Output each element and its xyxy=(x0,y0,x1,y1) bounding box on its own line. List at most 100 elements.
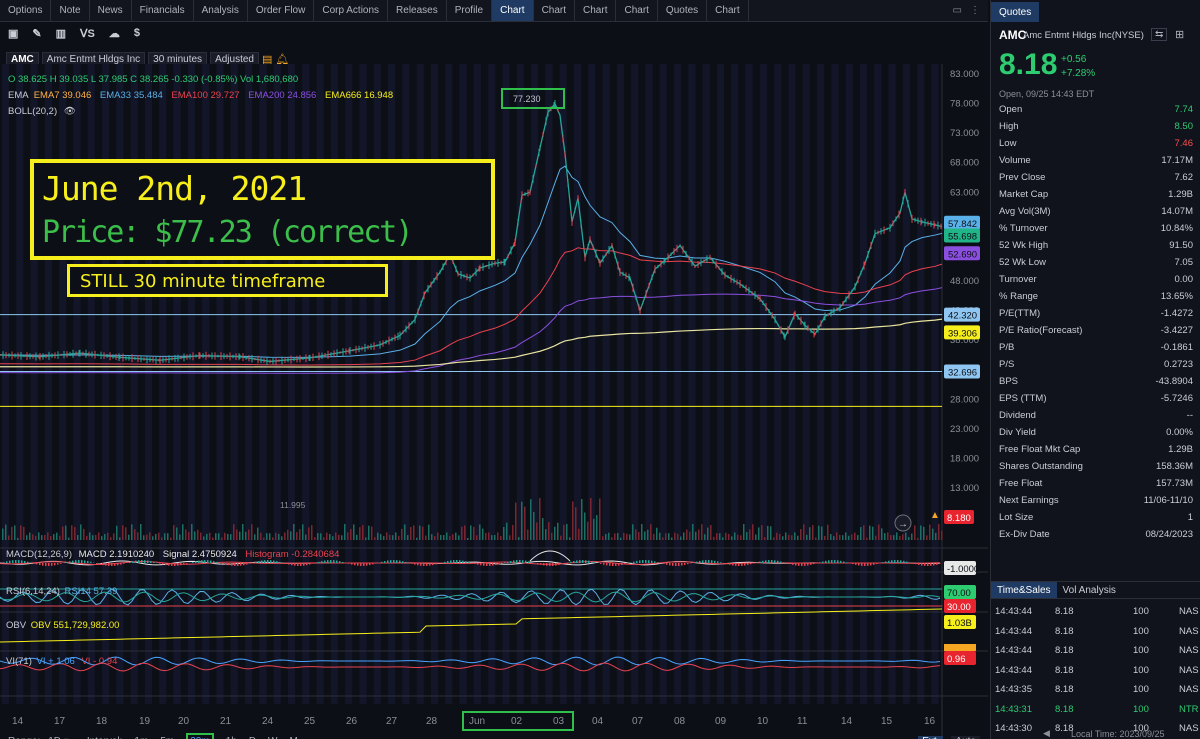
window-controls: ▭ ⋮ xyxy=(945,0,988,21)
macd-hist-bar xyxy=(894,560,896,563)
macd-hist-bar xyxy=(6,561,8,563)
quote-change-pct: +7.28% xyxy=(1061,68,1096,79)
volume-bar xyxy=(812,525,814,540)
tab-chart-14[interactable]: Chart xyxy=(707,0,749,21)
macd-hist-bar xyxy=(390,560,392,563)
volume-bar xyxy=(539,498,541,540)
macd-hist-bar xyxy=(468,562,470,563)
macd-hist-bar xyxy=(558,563,560,566)
ts-tab-1[interactable]: Vol Analysis xyxy=(1062,584,1116,596)
x-tick-label: 07 xyxy=(632,716,644,727)
tab-chart-12[interactable]: Chart xyxy=(616,0,658,21)
interval-1m[interactable]: 1m xyxy=(134,736,148,739)
tab-chart-11[interactable]: Chart xyxy=(575,0,617,21)
interval-w[interactable]: W xyxy=(268,736,277,739)
volume-bar xyxy=(491,535,493,540)
interval-d[interactable]: D xyxy=(249,736,256,739)
volume-bar xyxy=(713,536,715,540)
macd-hist-bar xyxy=(225,563,227,565)
macd-hist-bar xyxy=(27,561,29,563)
scroll-right-icon[interactable] xyxy=(894,514,912,532)
dollar-icon[interactable]: $ xyxy=(133,27,141,39)
tab-note-1[interactable]: Note xyxy=(51,0,90,21)
macd-hist-bar xyxy=(21,560,23,563)
volume-bar xyxy=(386,532,388,540)
price-tag xyxy=(944,325,980,340)
quote-field-label: Ex-Div Date xyxy=(999,529,1050,540)
macd-hist-bar xyxy=(99,563,101,565)
macd-hist-bar xyxy=(843,561,845,563)
volume-bar xyxy=(410,527,412,540)
tab-analysis-4[interactable]: Analysis xyxy=(194,0,248,21)
scroll-left-icon[interactable]: ◀ xyxy=(1043,728,1050,738)
quotes-tab[interactable]: Quotes xyxy=(991,2,1040,22)
alert-bell-icon[interactable]: 🔔︎ xyxy=(275,53,290,66)
macd-hist-bar xyxy=(783,562,785,563)
volume-bar xyxy=(581,499,583,540)
tab-quotes-13[interactable]: Quotes xyxy=(658,0,708,21)
quote-field-label: % Range xyxy=(999,291,1039,302)
volume-bar xyxy=(170,537,172,540)
macd-hist-bar xyxy=(336,560,338,563)
tab-chart-9[interactable]: Chart xyxy=(492,0,534,21)
macd-hist-bar xyxy=(39,563,41,566)
chart-type-icon[interactable]: ▣ xyxy=(8,27,19,40)
volume-bar xyxy=(446,532,448,540)
interval-30m[interactable]: 30m xyxy=(186,732,214,739)
volume-bar xyxy=(95,534,97,540)
volume-bar xyxy=(800,529,802,540)
macd-hist-bar xyxy=(825,560,827,563)
macd-hist-bar xyxy=(600,563,602,564)
tab-news-2[interactable]: News xyxy=(90,0,132,21)
range-select[interactable]: 1D ▾ xyxy=(48,736,69,739)
volume-bar xyxy=(653,533,655,540)
volume-bar xyxy=(494,534,496,540)
volume-bar xyxy=(404,524,406,540)
vi-plus-tag xyxy=(944,644,976,651)
tab-options-0[interactable]: Options xyxy=(0,0,52,21)
tab-order-flow-5[interactable]: Order Flow xyxy=(248,0,315,21)
alert-icon[interactable]: ▲ xyxy=(930,510,940,521)
ts-cell: 100 xyxy=(1133,606,1149,617)
macd-hist-bar xyxy=(852,563,854,565)
grid-icon[interactable]: ⊞ xyxy=(1175,29,1185,41)
volume-bar xyxy=(185,529,187,540)
link-icon[interactable]: ⇆ xyxy=(1151,28,1168,41)
more-icon[interactable]: ⋮ xyxy=(970,5,980,16)
quote-change: +0.56 +7.28% xyxy=(1061,53,1095,81)
macd-hist-bar xyxy=(162,563,164,565)
tab-chart-10[interactable]: Chart xyxy=(534,0,576,21)
indicator-icon[interactable]: ▥ xyxy=(55,27,67,40)
draw-tool-icon[interactable]: ✎ xyxy=(32,27,42,40)
tab-financials-3[interactable]: Financials xyxy=(132,0,194,21)
quote-field-label: 52 Wk Low xyxy=(999,257,1046,268)
auto-button[interactable]: Auto xyxy=(951,735,980,739)
tab-corp-actions-6[interactable]: Corp Actions xyxy=(314,0,389,21)
volume-bar xyxy=(287,529,289,540)
price-tick-label: 63.000 xyxy=(950,187,979,198)
note-icon[interactable]: ▤ xyxy=(261,53,273,66)
volume-bar xyxy=(131,524,133,540)
compare-icon[interactable]: ⅤS xyxy=(80,27,95,40)
volume-bar xyxy=(443,535,445,540)
macd-hist-bar xyxy=(72,560,74,563)
volume-bar xyxy=(548,522,550,540)
eye-icon[interactable]: 👁︎ xyxy=(63,106,76,117)
indicator-label: OBV OBV 551,729,982.00 xyxy=(6,620,119,631)
interval-m[interactable]: M xyxy=(290,736,298,739)
tab-releases-7[interactable]: Releases xyxy=(388,0,447,21)
volume-bar xyxy=(884,533,886,540)
minimize-icon[interactable]: ▭ xyxy=(952,5,962,16)
volume-bar xyxy=(518,537,520,540)
quote-field-value: 0.00% xyxy=(1166,427,1193,438)
volume-bar xyxy=(908,536,910,540)
ts-cell: NAS xyxy=(1179,684,1199,695)
interval-5m[interactable]: 5m xyxy=(160,736,174,739)
tab-profile-8[interactable]: Profile xyxy=(447,0,493,21)
macd-hist-bar xyxy=(105,563,107,566)
interval-1h[interactable]: 1h xyxy=(226,736,237,739)
ext-button[interactable]: Ext. xyxy=(918,735,944,739)
cloud-icon[interactable]: ☁ xyxy=(108,27,120,40)
macd-hist-bar xyxy=(741,563,743,566)
ts-tab-0[interactable]: Time&Sales xyxy=(991,582,1057,598)
